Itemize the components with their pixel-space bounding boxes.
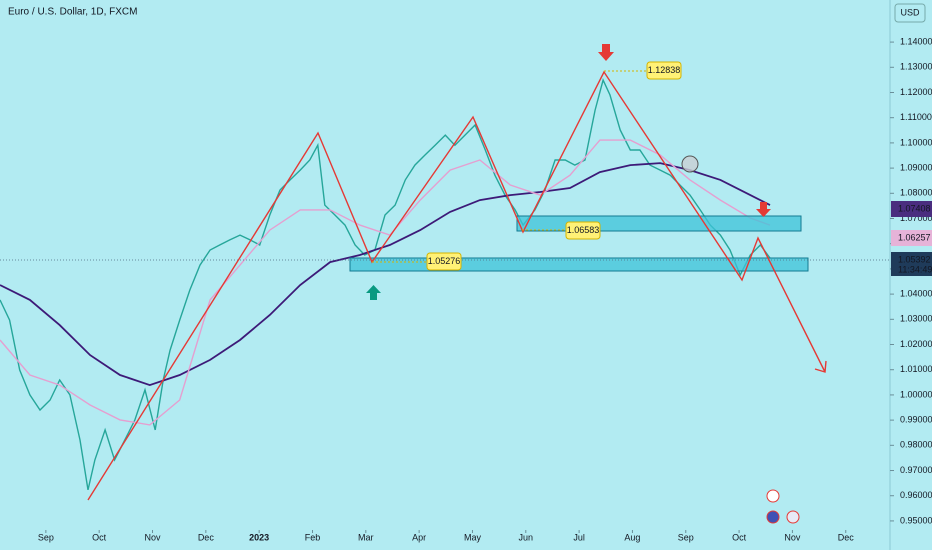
y-tick-label: 0.95000: [900, 515, 932, 525]
y-tick-label: 1.01000: [900, 364, 932, 374]
price-note-label: 1.12838: [648, 65, 681, 75]
price-line: [0, 162, 771, 387]
x-tick-label: Oct: [732, 532, 747, 542]
flag-icon[interactable]: [786, 510, 800, 524]
x-tick-label: Dec: [198, 532, 215, 542]
x-tick-label: 2023: [249, 532, 269, 542]
down-arrow: [756, 202, 771, 217]
x-tick-label: Nov: [784, 532, 801, 542]
zigzag-drawing: [87, 70, 826, 501]
price-badge: [891, 201, 932, 217]
support-zone: [349, 257, 809, 272]
currency: USD: [900, 7, 920, 17]
price-line: [0, 139, 771, 426]
up-arrow: [366, 285, 381, 300]
price-note: [426, 252, 462, 271]
x-tick-label: Feb: [305, 532, 321, 542]
x-tick-label: Mar: [358, 532, 374, 542]
countdown: 11:34:49: [898, 264, 932, 274]
price-note: [565, 221, 601, 240]
price-note-label: 1.05276: [428, 256, 461, 266]
x-tick-label: Jul: [573, 532, 585, 542]
y-tick-label: 1.10000: [900, 137, 932, 147]
y-tick-label: 0.98000: [900, 440, 932, 450]
y-tick-label: 1.14000: [900, 36, 932, 46]
x-tick-label: Sep: [678, 532, 694, 542]
x-tick-label: May: [464, 532, 482, 542]
cross-marker: [681, 155, 699, 173]
y-tick-label: 0.97000: [900, 465, 932, 475]
y-tick-label: 1.07000: [900, 213, 932, 223]
event-icon[interactable]: [766, 489, 780, 503]
x-tick-label: Oct: [92, 532, 107, 542]
price-badge: [891, 230, 932, 246]
y-tick-label: 1.04000: [900, 288, 932, 298]
x-tick-label: Aug: [624, 532, 640, 542]
y-tick-label: 1.08000: [900, 188, 932, 198]
y-tick-label: 1.02000: [900, 339, 932, 349]
x-tick-label: Jun: [519, 532, 534, 542]
x-tick-label: Dec: [838, 532, 855, 542]
price-badge: [891, 252, 932, 276]
y-tick-label: 0.96000: [900, 490, 932, 500]
x-tick-label: Sep: [38, 532, 54, 542]
flag-icon[interactable]: [766, 510, 780, 524]
x-tick-label: Apr: [412, 532, 426, 542]
price-note: [646, 61, 682, 80]
y-tick-label: 1.09000: [900, 162, 932, 172]
y-tick-label: 1.00000: [900, 389, 932, 399]
arrow-head: [814, 360, 827, 373]
y-tick-label: 1.11000: [900, 112, 932, 122]
y-tick-label: 0.99000: [900, 414, 932, 424]
y-tick-label: 1.13000: [900, 62, 932, 72]
currency-box[interactable]: [894, 3, 926, 23]
price-badge-label: 1.07408: [898, 203, 931, 213]
x-tick-label: Nov: [145, 532, 162, 542]
price-badge-label: 1.06257: [898, 232, 931, 242]
chart-title: Euro / U.S. Dollar, 1D, FXCM: [8, 7, 137, 18]
price-note-label: 1.06583: [567, 225, 600, 235]
y-tick-label: 1.03000: [900, 314, 932, 324]
price-badge-label: 1.05392: [898, 254, 931, 264]
plot-area: [0, 78, 771, 491]
down-arrow: [598, 44, 614, 61]
y-tick-label: 1.12000: [900, 87, 932, 97]
resistance-zone: [516, 215, 802, 232]
